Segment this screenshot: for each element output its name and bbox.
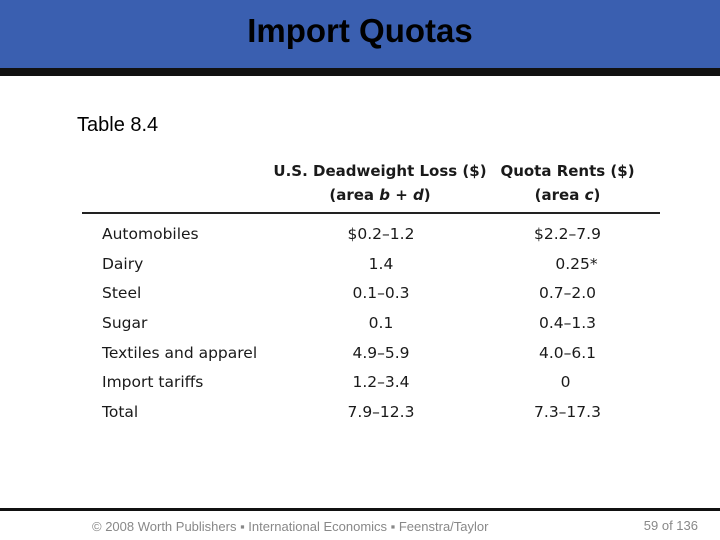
column-header-line1: U.S. Deadweight Loss ($) bbox=[273, 162, 487, 180]
row-deadweight-loss: 1.2–3.4 bbox=[352, 373, 410, 391]
title-divider bbox=[0, 68, 720, 76]
column-header-variable: b + d bbox=[379, 186, 424, 204]
row-category: Import tariffs bbox=[102, 373, 204, 391]
column-header-deadweight-loss: U.S. Deadweight Loss ($) (area b + d) bbox=[265, 159, 495, 207]
column-header-prefix: (area bbox=[329, 186, 380, 204]
row-deadweight-loss: 0.1–0.3 bbox=[352, 284, 410, 302]
column-header-variable: c bbox=[584, 186, 594, 204]
table-row: Dairy 1.4 0.25* bbox=[0, 249, 720, 279]
table-row: Steel 0.1–0.3 0.7–2.0 bbox=[0, 278, 720, 308]
table-header-rule bbox=[82, 212, 660, 214]
column-header-prefix: (area bbox=[534, 186, 585, 204]
footer-divider bbox=[0, 508, 720, 511]
row-quota-rents: 4.0–6.1 bbox=[538, 344, 597, 362]
footer-copyright: © 2008 Worth Publishers ▪ International … bbox=[92, 519, 489, 534]
row-category: Sugar bbox=[102, 314, 148, 332]
row-deadweight-loss: $0.2–1.2 bbox=[347, 225, 415, 243]
row-category: Total bbox=[102, 403, 139, 421]
slide-title: Import Quotas bbox=[247, 12, 473, 49]
row-quota-rents: 0 bbox=[560, 373, 571, 391]
table-row: Sugar 0.1 0.4–1.3 bbox=[0, 308, 720, 338]
table-row: Total 7.9–12.3 7.3–17.3 bbox=[0, 397, 720, 427]
table-row: Automobiles $0.2–1.2 $2.2–7.9 bbox=[0, 219, 720, 249]
row-category: Automobiles bbox=[102, 225, 199, 243]
row-quota-rents: 7.3–17.3 bbox=[534, 403, 601, 421]
table-label: Table 8.4 bbox=[77, 114, 159, 136]
page-number: 59 of 136 bbox=[643, 518, 698, 533]
table-row: Textiles and apparel 4.9–5.9 4.0–6.1 bbox=[0, 338, 720, 368]
row-deadweight-loss: 0.1 bbox=[368, 314, 394, 332]
column-header-line2: (area b + d) bbox=[265, 183, 495, 207]
column-header-quota-rents: Quota Rents ($) (area c) bbox=[490, 159, 645, 207]
column-header-suffix: ) bbox=[423, 186, 431, 204]
row-deadweight-loss: 1.4 bbox=[368, 255, 394, 273]
row-quota-rents: 0.25* bbox=[555, 255, 598, 273]
row-category: Textiles and apparel bbox=[102, 344, 258, 362]
row-deadweight-loss: 7.9–12.3 bbox=[347, 403, 415, 421]
row-deadweight-loss: 4.9–5.9 bbox=[352, 344, 410, 362]
row-category: Dairy bbox=[102, 255, 144, 273]
table-row: Import tariffs 1.2–3.4 0 bbox=[0, 367, 720, 397]
row-quota-rents: 0.7–2.0 bbox=[538, 284, 597, 302]
column-header-suffix: ) bbox=[593, 186, 601, 204]
row-category: Steel bbox=[102, 284, 142, 302]
column-header-line2: (area c) bbox=[490, 183, 645, 207]
row-quota-rents: $2.2–7.9 bbox=[534, 225, 601, 243]
column-header-line1: Quota Rents ($) bbox=[500, 162, 635, 180]
title-bar: Import Quotas bbox=[0, 0, 720, 68]
row-quota-rents: 0.4–1.3 bbox=[538, 314, 597, 332]
